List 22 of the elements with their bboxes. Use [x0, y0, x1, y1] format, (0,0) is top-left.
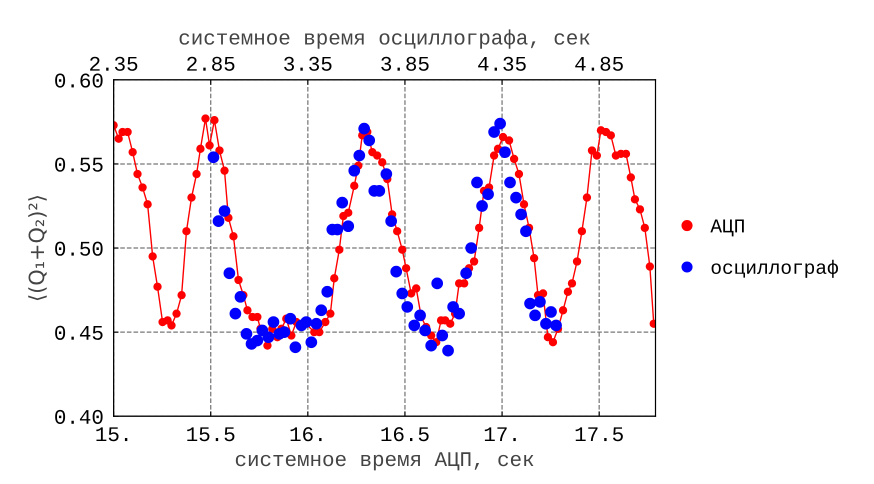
y-tick-label: 0.50	[55, 242, 103, 256]
legend-label: осциллограф	[712, 260, 838, 278]
x2-tick-label: 2.35	[90, 56, 138, 71]
x2-tick-label: 3.35	[284, 56, 332, 71]
x-tick-label: 16.	[290, 427, 322, 442]
y-axis-title: ⟨(Q₁+Q₂)²⟩	[28, 196, 47, 300]
legend-label: АЦП	[710, 220, 744, 236]
x2-tick-label: 2.85	[187, 56, 234, 71]
x-tick-label: 16.5	[381, 427, 429, 442]
x-tick-label: 15.	[96, 427, 128, 442]
x2-tick-label: 4.35	[478, 56, 526, 71]
x2-tick-label: 4.85	[575, 56, 623, 71]
x-tick-label: 15.5	[187, 427, 234, 442]
x-tick-label: 17.	[484, 427, 516, 442]
x2-axis-title: системное время осциллографа, сек	[180, 29, 590, 49]
x2-tick-label: 3.85	[381, 56, 429, 71]
x-axis-title: системное время АЦП, сек	[236, 452, 534, 470]
y-tick-label: 0.55	[55, 158, 103, 172]
y-tick-label: 0.60	[55, 73, 103, 88]
x-tick-label: 17.5	[576, 427, 623, 442]
y-tick-label: 0.40	[55, 410, 103, 424]
y-tick-label: 0.45	[55, 326, 103, 340]
